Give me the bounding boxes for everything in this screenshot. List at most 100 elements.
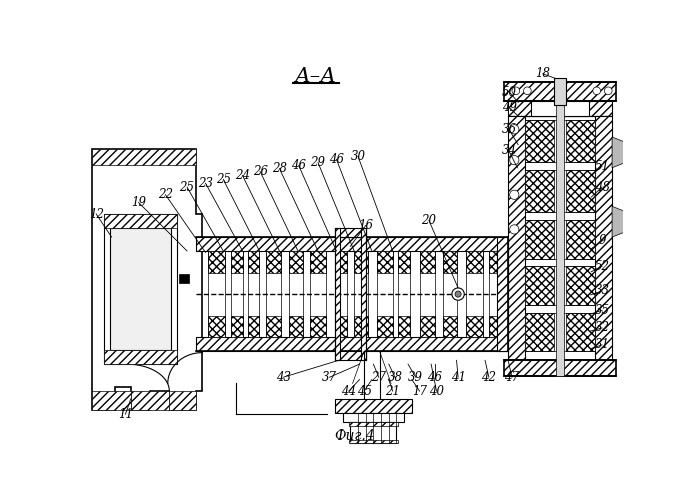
Bar [566, 120, 595, 162]
Text: 17: 17 [412, 384, 427, 398]
Text: 51: 51 [595, 160, 609, 173]
Text: 32: 32 [595, 322, 609, 334]
Bar [350, 422, 396, 444]
Circle shape [512, 87, 520, 94]
Text: Фиг.4: Фиг.4 [334, 429, 375, 443]
Bar [248, 316, 259, 337]
Bar [343, 412, 404, 422]
Circle shape [614, 147, 625, 158]
Text: 22: 22 [158, 188, 173, 201]
Text: 9: 9 [598, 234, 606, 248]
Bar [335, 228, 339, 360]
Text: 11: 11 [118, 408, 133, 420]
Bar [104, 214, 177, 364]
Text: 24: 24 [235, 169, 250, 182]
Bar [208, 316, 225, 337]
Polygon shape [92, 148, 203, 410]
Bar [566, 170, 595, 212]
Bar [349, 422, 398, 426]
Text: 19: 19 [131, 196, 146, 209]
Polygon shape [612, 137, 639, 168]
Bar [208, 251, 225, 272]
Bar [525, 220, 555, 258]
Bar [266, 316, 281, 337]
Bar [335, 316, 347, 337]
Circle shape [604, 87, 612, 94]
Bar [420, 251, 435, 272]
Text: 20: 20 [421, 214, 437, 226]
Bar [566, 220, 595, 258]
Bar [196, 237, 508, 251]
Bar [131, 391, 169, 410]
Bar [378, 316, 393, 337]
Text: 44: 44 [341, 384, 356, 398]
Bar [497, 237, 508, 351]
Bar [310, 316, 325, 337]
Text: 30: 30 [350, 150, 366, 163]
Bar [231, 251, 244, 272]
Bar [525, 266, 555, 305]
Text: 52: 52 [595, 260, 609, 273]
Text: 42: 42 [482, 370, 496, 384]
Bar [335, 228, 366, 237]
Bar [508, 116, 525, 360]
Bar [289, 316, 303, 337]
Bar [525, 120, 555, 162]
Text: 35: 35 [595, 304, 609, 317]
Bar [335, 251, 347, 272]
Text: 46: 46 [329, 153, 344, 166]
Bar [266, 251, 281, 272]
Circle shape [614, 216, 625, 227]
Text: А–А: А–А [295, 68, 337, 86]
Polygon shape [612, 206, 639, 237]
Bar [248, 251, 259, 272]
Bar [556, 82, 564, 376]
Bar [92, 391, 131, 410]
Circle shape [509, 225, 519, 234]
Text: 25: 25 [180, 180, 194, 194]
Bar [354, 316, 368, 337]
Text: 40: 40 [429, 384, 444, 398]
Bar [531, 101, 589, 116]
Circle shape [593, 87, 600, 94]
Bar [566, 266, 595, 305]
Bar [361, 228, 366, 360]
Text: 50: 50 [502, 86, 517, 99]
Text: 45: 45 [357, 384, 372, 398]
Text: 41: 41 [450, 370, 466, 384]
Text: 12: 12 [89, 208, 103, 220]
Bar [289, 251, 303, 272]
Bar [489, 316, 502, 337]
Bar [505, 82, 616, 101]
Bar [489, 251, 502, 272]
Bar [310, 251, 325, 272]
Bar [179, 274, 189, 283]
Text: 38: 38 [387, 370, 403, 384]
Text: 46: 46 [428, 370, 443, 384]
Bar [104, 350, 177, 364]
Text: 47: 47 [505, 370, 520, 384]
Text: 36: 36 [501, 123, 516, 136]
Bar [196, 337, 508, 351]
Bar [525, 312, 555, 351]
Bar [104, 214, 177, 228]
Text: 33: 33 [595, 284, 609, 298]
Bar [335, 399, 412, 412]
Text: 29: 29 [310, 156, 325, 169]
Circle shape [509, 156, 519, 164]
Bar [505, 360, 616, 376]
Text: 49: 49 [502, 101, 517, 114]
Bar [443, 316, 457, 337]
Circle shape [523, 87, 531, 94]
Text: 48: 48 [595, 180, 609, 194]
Bar [349, 440, 398, 444]
Bar [110, 228, 171, 350]
Text: 21: 21 [385, 384, 400, 398]
Bar [398, 316, 410, 337]
Bar [354, 251, 368, 272]
Text: 34: 34 [501, 144, 516, 158]
Circle shape [455, 291, 462, 297]
Text: 39: 39 [408, 370, 423, 384]
Circle shape [509, 124, 519, 134]
Circle shape [509, 190, 519, 200]
